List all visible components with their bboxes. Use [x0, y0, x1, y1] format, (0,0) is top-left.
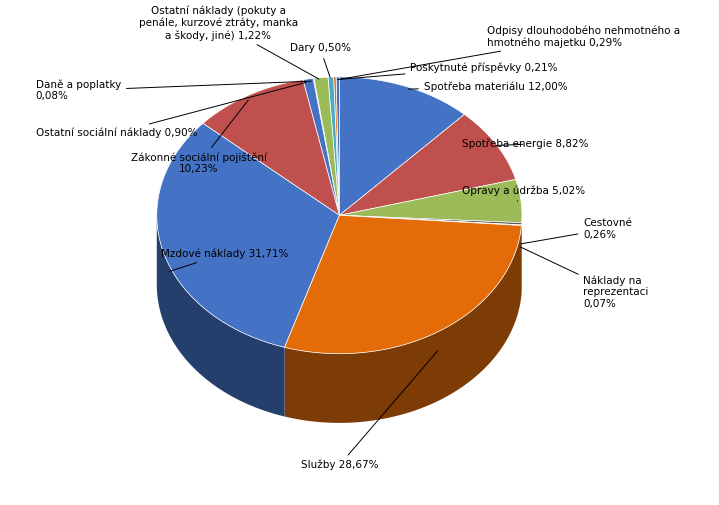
Polygon shape — [157, 123, 339, 347]
Text: Mzdové náklady 31,71%: Mzdové náklady 31,71% — [160, 248, 288, 271]
Polygon shape — [339, 179, 522, 223]
Text: Zákonné sociální pojištění
10,23%: Zákonné sociální pojištění 10,23% — [131, 100, 267, 174]
Polygon shape — [303, 78, 339, 215]
Polygon shape — [336, 77, 339, 215]
Text: Poskytnuté příspěvky 0,21%: Poskytnuté příspěvky 0,21% — [338, 62, 558, 79]
Polygon shape — [285, 226, 521, 423]
Text: Daně a poplatky
0,08%: Daně a poplatky 0,08% — [36, 79, 311, 102]
Polygon shape — [157, 216, 285, 417]
Text: Opravy a údržba 5,02%: Opravy a údržba 5,02% — [462, 185, 585, 201]
Polygon shape — [334, 77, 339, 215]
Text: Dary 0,50%: Dary 0,50% — [290, 43, 351, 77]
Polygon shape — [339, 215, 521, 226]
Text: Spotřeba materiálu 12,00%: Spotřeba materiálu 12,00% — [408, 81, 567, 92]
Text: Odpisy dlouhodobého nehmotného a
hmotného majetku 0,29%: Odpisy dlouhodobého nehmotného a hmotnéh… — [341, 25, 680, 79]
Polygon shape — [339, 215, 522, 225]
Text: Služby 28,67%: Služby 28,67% — [301, 350, 438, 471]
Text: Náklady na
reprezentaci
0,07%: Náklady na reprezentaci 0,07% — [521, 247, 649, 309]
Text: Spotřeba energie 8,82%: Spotřeba energie 8,82% — [462, 139, 589, 149]
Polygon shape — [285, 215, 521, 354]
Polygon shape — [314, 77, 339, 215]
Polygon shape — [313, 78, 339, 215]
Text: Ostatní sociální náklady 0,90%: Ostatní sociální náklady 0,90% — [36, 82, 306, 138]
Text: Cestovné
0,26%: Cestovné 0,26% — [521, 218, 632, 244]
Polygon shape — [203, 80, 339, 215]
Polygon shape — [339, 115, 516, 215]
Polygon shape — [339, 77, 464, 215]
Polygon shape — [328, 77, 339, 215]
Text: Ostatní náklady (pokuty a
penále, kurzové ztráty, manka
a škody, jiné) 1,22%: Ostatní náklady (pokuty a penále, kurzov… — [139, 6, 319, 79]
